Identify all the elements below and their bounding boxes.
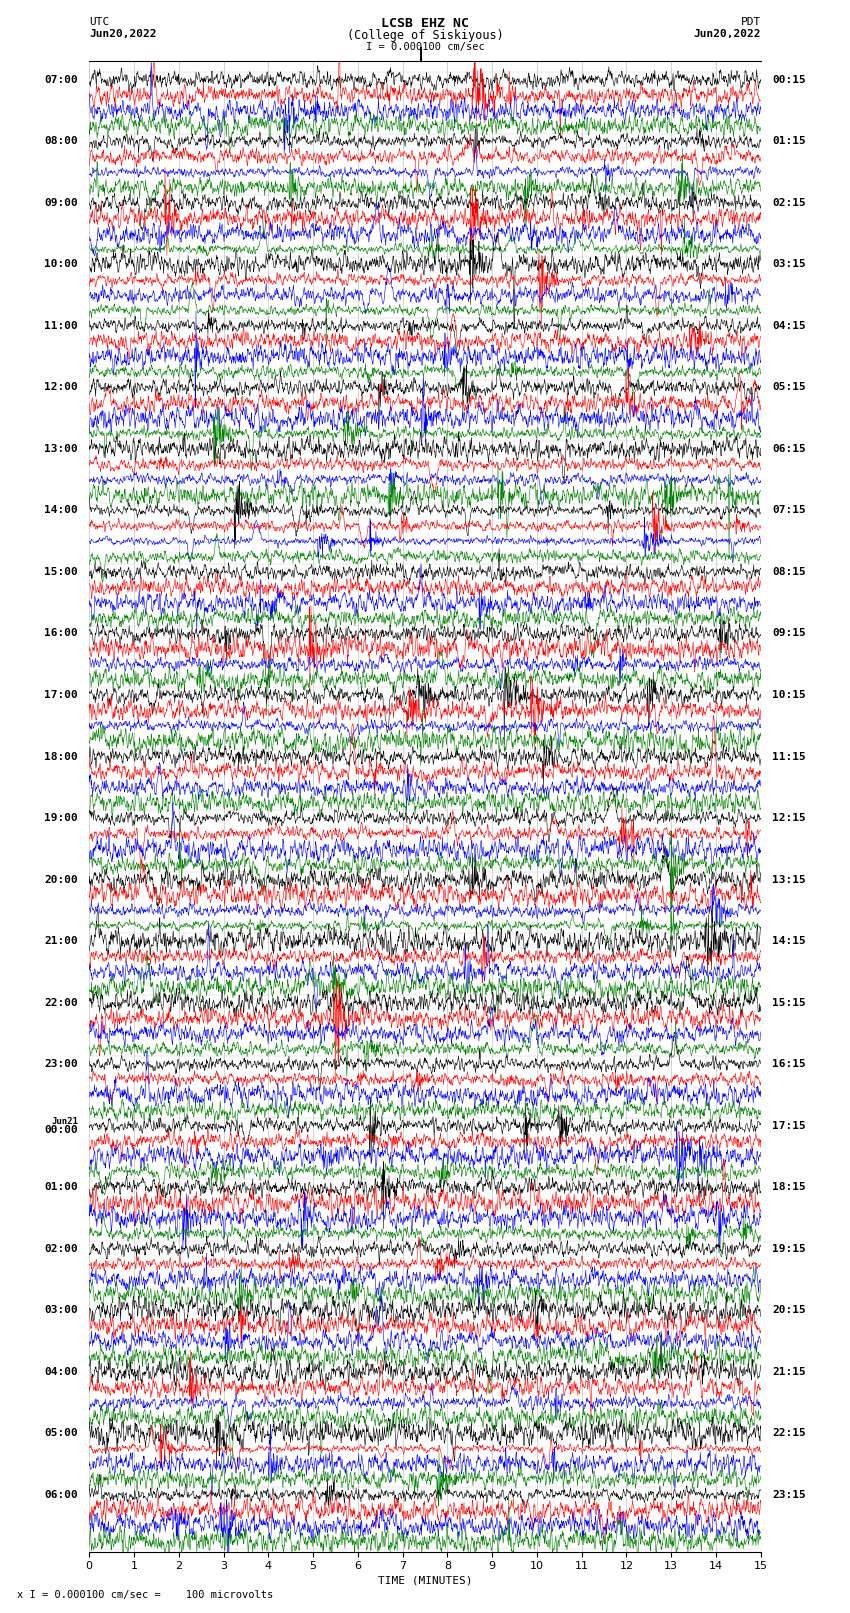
Text: I = 0.000100 cm/sec: I = 0.000100 cm/sec: [366, 42, 484, 52]
Text: PDT: PDT: [740, 18, 761, 27]
Text: 11:15: 11:15: [772, 752, 806, 761]
Text: 03:15: 03:15: [772, 260, 806, 269]
Text: 22:00: 22:00: [44, 997, 78, 1008]
Text: 11:00: 11:00: [44, 321, 78, 331]
Text: 05:00: 05:00: [44, 1428, 78, 1439]
Text: 09:15: 09:15: [772, 629, 806, 639]
Text: 16:00: 16:00: [44, 629, 78, 639]
Text: 02:15: 02:15: [772, 198, 806, 208]
Text: Jun20,2022: Jun20,2022: [89, 29, 156, 39]
Text: (College of Siskiyous): (College of Siskiyous): [347, 29, 503, 42]
Text: LCSB EHZ NC: LCSB EHZ NC: [381, 18, 469, 31]
Text: 17:00: 17:00: [44, 690, 78, 700]
Text: 18:00: 18:00: [44, 752, 78, 761]
Text: 13:00: 13:00: [44, 444, 78, 453]
Text: 07:00: 07:00: [44, 74, 78, 85]
Text: 21:15: 21:15: [772, 1366, 806, 1378]
Text: 04:15: 04:15: [772, 321, 806, 331]
Text: 20:15: 20:15: [772, 1305, 806, 1315]
Text: UTC: UTC: [89, 18, 110, 27]
Text: 16:15: 16:15: [772, 1060, 806, 1069]
Text: 05:15: 05:15: [772, 382, 806, 392]
Text: 04:00: 04:00: [44, 1366, 78, 1378]
Text: 15:00: 15:00: [44, 566, 78, 577]
Text: Jun21: Jun21: [51, 1116, 78, 1126]
Text: 07:15: 07:15: [772, 505, 806, 516]
Text: 14:15: 14:15: [772, 936, 806, 947]
Text: 18:15: 18:15: [772, 1182, 806, 1192]
Text: 13:15: 13:15: [772, 874, 806, 884]
Text: 20:00: 20:00: [44, 874, 78, 884]
Text: 09:00: 09:00: [44, 198, 78, 208]
Text: 06:00: 06:00: [44, 1490, 78, 1500]
Text: 10:00: 10:00: [44, 260, 78, 269]
Text: 08:15: 08:15: [772, 566, 806, 577]
Text: 00:15: 00:15: [772, 74, 806, 85]
Text: 19:15: 19:15: [772, 1244, 806, 1253]
Text: 12:15: 12:15: [772, 813, 806, 823]
Text: 12:00: 12:00: [44, 382, 78, 392]
Text: 02:00: 02:00: [44, 1244, 78, 1253]
X-axis label: TIME (MINUTES): TIME (MINUTES): [377, 1576, 473, 1586]
Text: 17:15: 17:15: [772, 1121, 806, 1131]
Text: 10:15: 10:15: [772, 690, 806, 700]
Text: 01:15: 01:15: [772, 135, 806, 147]
Text: 08:00: 08:00: [44, 135, 78, 147]
Text: 15:15: 15:15: [772, 997, 806, 1008]
Text: 14:00: 14:00: [44, 505, 78, 516]
Text: 00:00: 00:00: [44, 1126, 78, 1136]
Text: 22:15: 22:15: [772, 1428, 806, 1439]
Text: 06:15: 06:15: [772, 444, 806, 453]
Text: Jun20,2022: Jun20,2022: [694, 29, 761, 39]
Text: x I = 0.000100 cm/sec =    100 microvolts: x I = 0.000100 cm/sec = 100 microvolts: [17, 1590, 273, 1600]
Text: 01:00: 01:00: [44, 1182, 78, 1192]
Text: 23:15: 23:15: [772, 1490, 806, 1500]
Text: 03:00: 03:00: [44, 1305, 78, 1315]
Text: 19:00: 19:00: [44, 813, 78, 823]
Text: 21:00: 21:00: [44, 936, 78, 947]
Text: 23:00: 23:00: [44, 1060, 78, 1069]
